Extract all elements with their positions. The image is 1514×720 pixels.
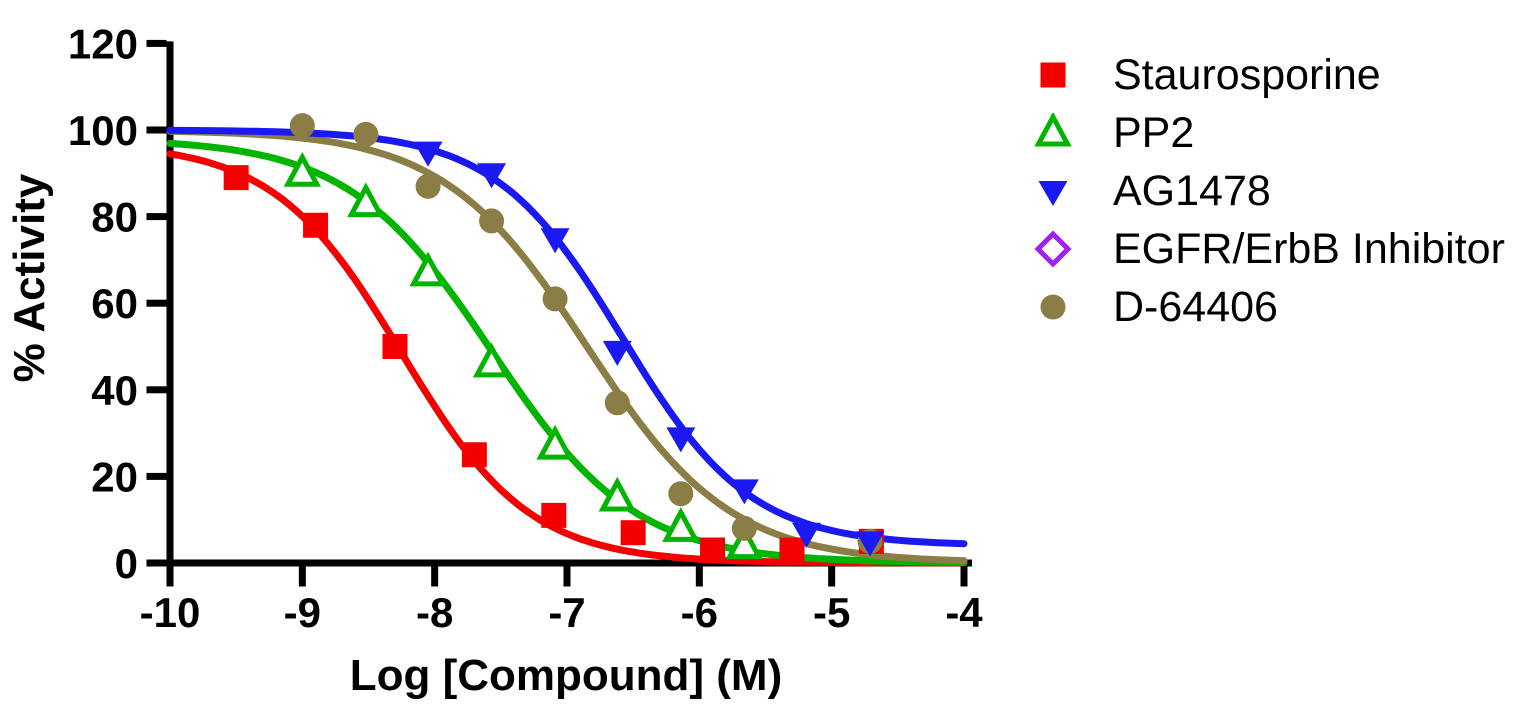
pp2-marker — [536, 424, 574, 460]
legend-item-egfr-erbb-inhibitor: EGFR/ErbB Inhibitor — [1033, 225, 1505, 273]
legend-item-d-64406: D-64406 — [1033, 283, 1505, 331]
pp2-marker — [347, 182, 385, 218]
staurosporine-marker — [303, 212, 329, 238]
staurosporine-marker — [779, 537, 805, 563]
staurosporine-marker — [461, 442, 487, 468]
x-tick — [695, 566, 703, 587]
y-tick — [146, 299, 167, 307]
legend-label: PP2 — [1113, 109, 1195, 157]
ag1478-marker — [666, 427, 696, 453]
pp2-marker — [409, 251, 447, 287]
y-tick — [146, 213, 167, 221]
d-64406-marker — [415, 173, 441, 199]
ag1478-marker — [602, 340, 632, 366]
d-64406-marker — [668, 481, 694, 507]
legend-item-pp2: PP2 — [1033, 109, 1505, 157]
x-tick-label: -7 — [548, 589, 585, 636]
data-markers — [223, 113, 885, 563]
x-tick-label: -9 — [284, 589, 321, 636]
diamond-legend-marker-icon — [1034, 230, 1072, 268]
y-tick — [146, 39, 167, 47]
pp2-marker — [472, 342, 511, 378]
triangle-down-swatch — [1038, 181, 1068, 206]
ag1478-marker — [477, 163, 507, 189]
ag1478-marker — [855, 531, 885, 557]
staurosporine-marker — [541, 502, 567, 528]
triangle-down-legend-marker-icon — [1038, 181, 1068, 206]
legend-label: AG1478 — [1113, 167, 1271, 215]
legend: Staurosporine PP2 AG1478 EGFR/ErbB Inhibito… — [1033, 51, 1505, 345]
x-tick — [563, 566, 571, 587]
y-tick-label: 20 — [91, 453, 138, 500]
x-tick — [431, 566, 439, 587]
x-tick — [828, 566, 836, 587]
circle-swatch — [1040, 294, 1066, 320]
ag1478-marker — [729, 479, 759, 505]
pp2-marker — [725, 524, 764, 560]
legend-item-ag1478: AG1478 — [1033, 167, 1505, 215]
x-axis-title: Log [Compound] (M) — [350, 651, 783, 700]
ag1478-marker — [792, 522, 822, 548]
y-tick-label: 60 — [91, 280, 138, 327]
square-legend-marker-icon — [1040, 62, 1066, 88]
pp2-marker — [283, 152, 322, 187]
legend-label: EGFR/ErbB Inhibitor — [1113, 225, 1505, 273]
circle-legend-marker-icon — [1040, 294, 1066, 320]
y-tick — [146, 386, 167, 394]
staurosporine-curve — [166, 150, 968, 567]
tick-labels: -10 -9 -8 -7 -6 -5 -4 0 20 40 60 80 100 120 — [68, 20, 983, 636]
d-64406-marker — [604, 390, 630, 416]
diamond-swatch — [1034, 230, 1072, 268]
ag1478-curve — [166, 126, 968, 548]
pp2-marker — [662, 507, 700, 542]
d-64406-marker — [289, 113, 315, 139]
staurosporine-marker — [223, 165, 249, 191]
x-tick-label: -8 — [416, 589, 453, 636]
y-tick-label: 120 — [68, 20, 138, 67]
staurosporine-marker — [700, 537, 726, 563]
d-64406-marker — [731, 515, 757, 541]
y-tick — [146, 126, 167, 134]
d-64406-marker — [479, 208, 505, 234]
d-64406-marker — [353, 121, 379, 147]
x-tick — [298, 566, 306, 587]
y-tick-label: 80 — [91, 194, 138, 241]
x-tick — [960, 566, 968, 587]
legend-label: Staurosporine — [1113, 51, 1381, 99]
y-axis-line — [166, 41, 174, 567]
legend-label: D-64406 — [1113, 283, 1278, 331]
ag1478-marker — [540, 228, 570, 254]
staurosporine-marker — [382, 334, 408, 359]
fit-curves — [166, 126, 968, 567]
x-tick-label: -6 — [681, 589, 718, 636]
y-tick-label: 40 — [91, 367, 138, 414]
ag1478-marker — [413, 141, 443, 167]
triangle-up-legend-marker-icon — [1034, 113, 1072, 147]
triangle-up-swatch — [1034, 113, 1072, 147]
y-tick — [146, 472, 167, 480]
x-tick — [166, 566, 174, 587]
pp2-marker — [598, 476, 636, 512]
x-tick-label: -4 — [945, 589, 983, 636]
d-64406-curve — [166, 127, 968, 565]
y-tick-label: 0 — [115, 540, 138, 587]
x-axis-line — [166, 559, 972, 567]
x-tick-label: -10 — [140, 589, 201, 636]
x-tick-label: -5 — [813, 589, 850, 636]
d-64406-marker — [542, 286, 568, 312]
y-tick-label: 100 — [68, 107, 138, 154]
staurosporine-marker — [620, 520, 646, 546]
square-swatch — [1040, 62, 1066, 88]
y-tick — [146, 559, 167, 567]
y-axis-title: % Activity — [5, 173, 54, 382]
legend-item-staurosporine: Staurosporine — [1033, 51, 1505, 99]
axes — [146, 39, 972, 587]
